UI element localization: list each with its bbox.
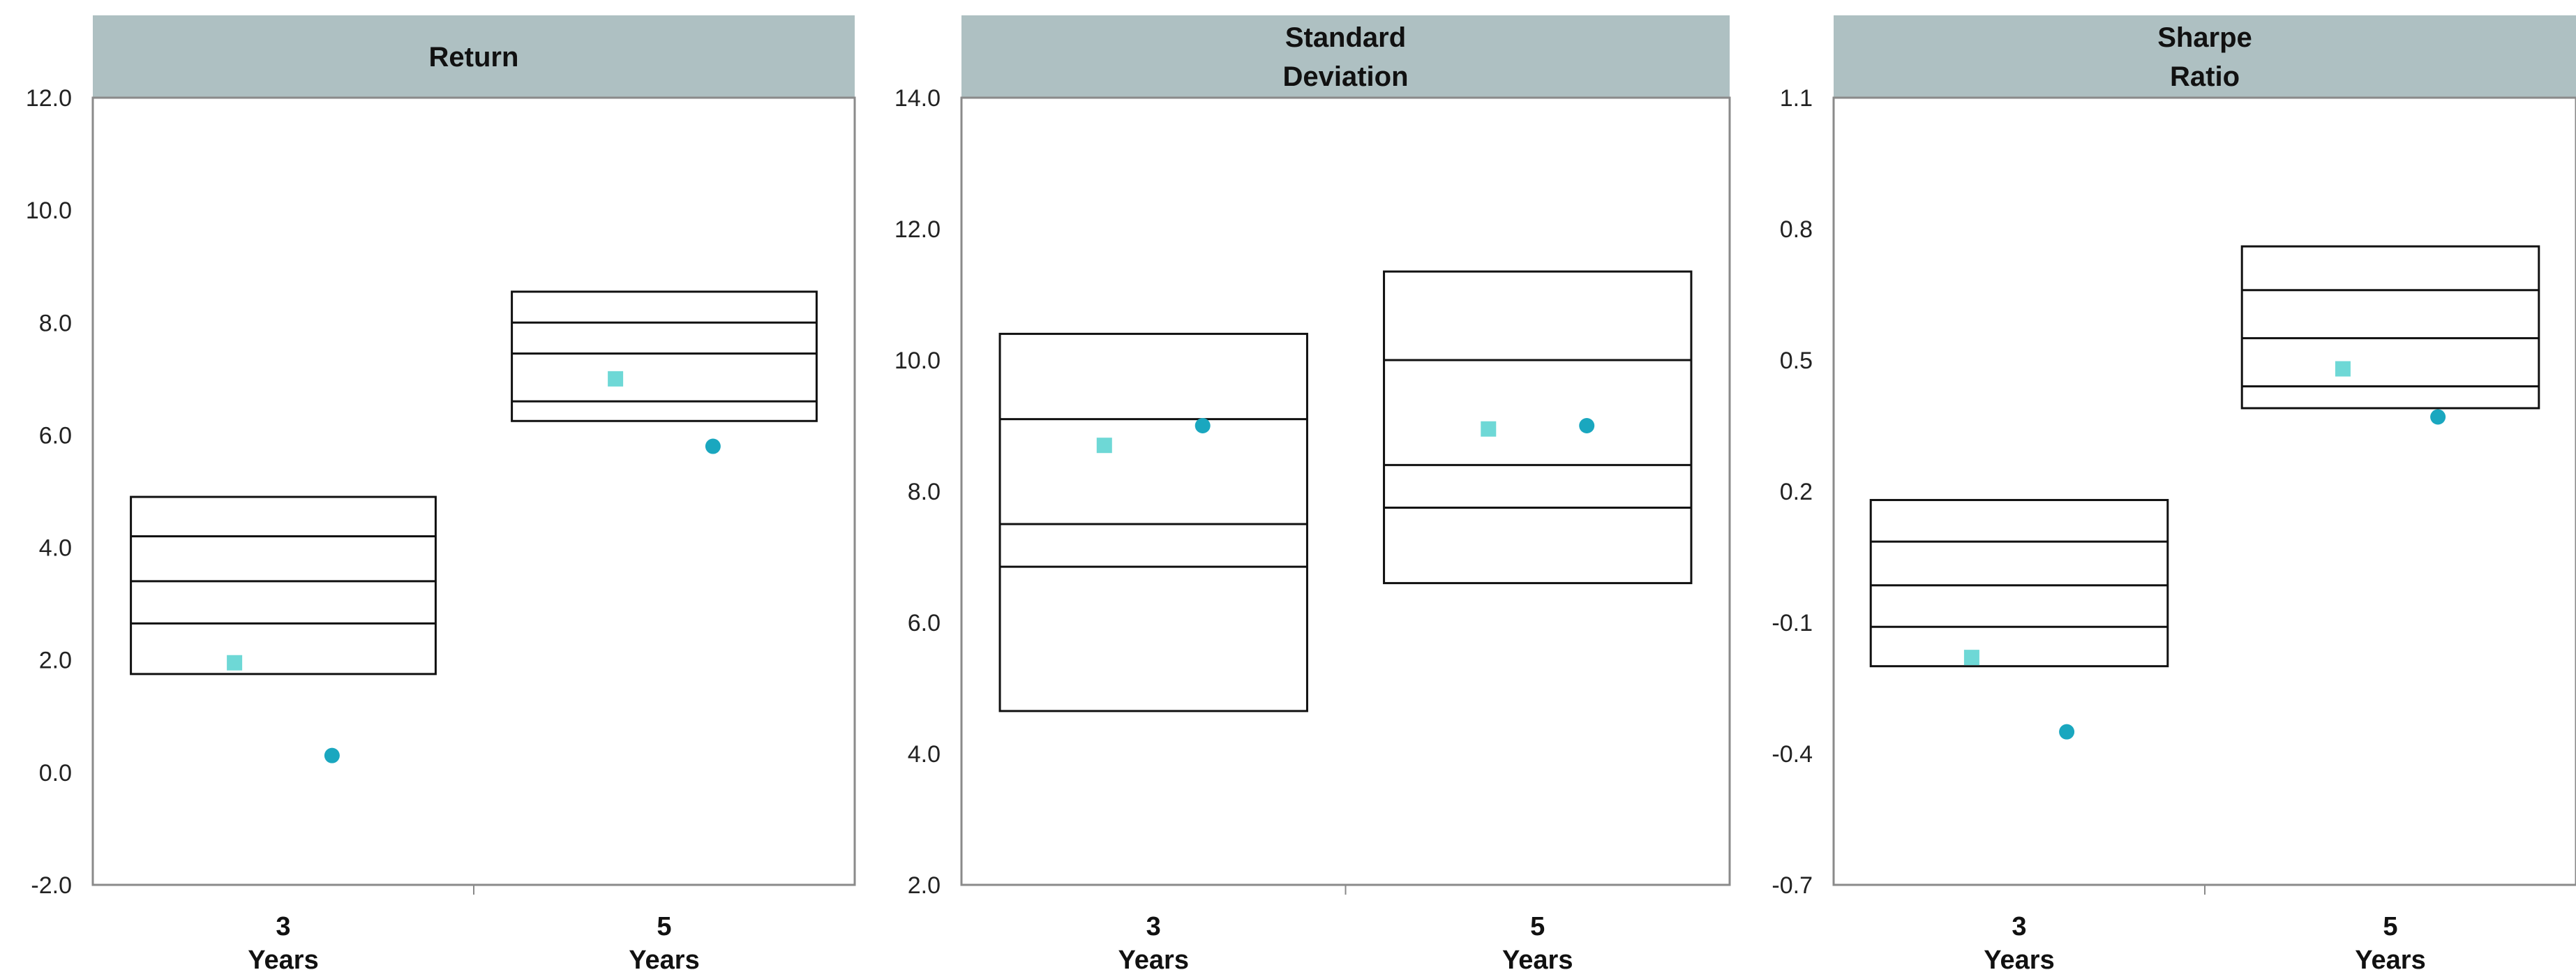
y-tick-label: -0.4 xyxy=(1772,741,1813,768)
category-number-label: 3 xyxy=(2012,912,2026,941)
y-tick-label: 0.8 xyxy=(1780,216,1813,243)
category-label: Years xyxy=(248,946,318,970)
category-number-label: 5 xyxy=(657,912,671,941)
y-tick-label: 12.0 xyxy=(26,85,72,112)
y-tick-label: 10.0 xyxy=(26,197,72,224)
y-tick-label: 14.0 xyxy=(894,85,941,112)
square-marker xyxy=(2335,361,2351,377)
plot-border xyxy=(960,96,1731,886)
panel-header xyxy=(961,15,1730,98)
circle-marker xyxy=(1579,418,1595,433)
circle-marker xyxy=(2430,409,2446,425)
circle-marker xyxy=(2059,724,2075,740)
percentile-box xyxy=(130,495,437,676)
category-number-label: 3 xyxy=(1146,912,1161,941)
category-number-label: 3 xyxy=(276,912,290,941)
category-label: Years xyxy=(629,946,699,970)
y-tick-label: 12.0 xyxy=(894,216,941,243)
y-tick-label: 6.0 xyxy=(39,422,72,449)
category-label: Years xyxy=(2355,946,2425,970)
y-tick-label: -0.7 xyxy=(1772,872,1813,899)
y-tick-label: 0.2 xyxy=(1780,479,1813,505)
percentile-box xyxy=(1383,270,1693,585)
panel-header xyxy=(93,15,855,98)
panel-header xyxy=(1834,15,2576,98)
y-tick-label: 4.0 xyxy=(39,535,72,562)
y-tick-label: 2.0 xyxy=(908,872,941,899)
percentile-box xyxy=(2240,245,2540,410)
panel-title: Standard xyxy=(1285,22,1406,53)
square-marker xyxy=(608,371,624,387)
square-marker xyxy=(1481,421,1497,437)
y-tick-label: 10.0 xyxy=(894,348,941,374)
panel-title: Sharpe xyxy=(2157,22,2252,53)
category-number-label: 5 xyxy=(2383,912,2397,941)
plot-border xyxy=(91,96,856,886)
y-tick-label: 8.0 xyxy=(39,310,72,336)
square-marker xyxy=(227,655,243,671)
panel-title: Ratio xyxy=(2170,61,2240,92)
square-marker xyxy=(1963,650,1979,666)
panel-title: Deviation xyxy=(1282,61,1408,92)
y-tick-label: 6.0 xyxy=(908,610,941,636)
circle-marker xyxy=(1195,418,1211,433)
circle-marker xyxy=(705,438,721,454)
category-label: Years xyxy=(1984,946,2054,970)
y-tick-label: 0.0 xyxy=(39,760,72,786)
plot-border xyxy=(1832,96,2576,886)
square-marker xyxy=(1096,438,1112,454)
percentile-box xyxy=(1869,499,2169,668)
y-tick-label: 1.1 xyxy=(1780,85,1813,112)
y-tick-label: -0.1 xyxy=(1772,610,1813,636)
category-label: Years xyxy=(1118,946,1189,970)
y-tick-label: 0.5 xyxy=(1780,348,1813,374)
y-tick-label: 4.0 xyxy=(908,741,941,768)
y-tick-label: -2.0 xyxy=(31,872,72,899)
circle-marker xyxy=(324,747,340,763)
category-number-label: 5 xyxy=(1530,912,1545,941)
percentile-box xyxy=(998,332,1308,712)
panel-title: Return xyxy=(429,42,519,73)
category-label: Years xyxy=(1502,946,1573,970)
y-tick-label: 8.0 xyxy=(908,479,941,505)
y-tick-label: 2.0 xyxy=(39,648,72,674)
percentile-box xyxy=(511,290,818,422)
